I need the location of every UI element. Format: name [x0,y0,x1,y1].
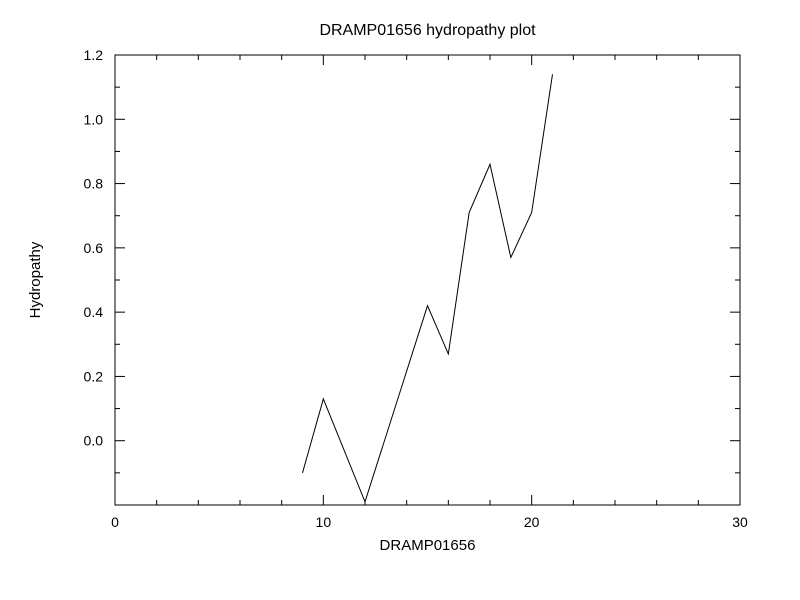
y-tick-label: 1.2 [84,47,104,63]
x-axis-label: DRAMP01656 [380,537,476,554]
y-tick-label: 0.6 [84,240,104,256]
y-tick-label: 0.8 [84,176,104,192]
chart-title: DRAMP01656 hydropathy plot [319,22,536,39]
x-tick-label: 10 [316,514,332,530]
y-tick-label: 0.4 [84,304,104,320]
x-tick-label: 30 [732,514,748,530]
y-axis-label: Hydropathy [27,241,44,318]
y-tick-label: 0.0 [84,433,104,449]
x-tick-label: 20 [524,514,540,530]
x-tick-label: 0 [111,514,119,530]
hydropathy-chart: 0 10 20 30 0.0 0.2 0.4 0.6 0.8 1.0 1.2 DRAMP01656 h… [0,0,800,600]
chart-svg: 0 10 20 30 0.0 0.2 0.4 0.6 0.8 1.0 1.2 DRAMP01656 h… [0,0,800,600]
y-tick-label: 1.0 [84,111,104,127]
y-tick-label: 0.2 [84,368,104,384]
